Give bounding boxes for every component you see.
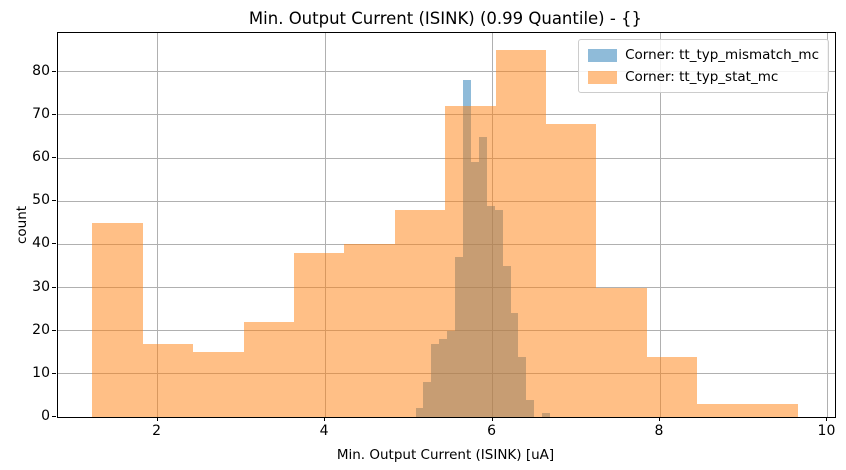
legend-swatch-orange	[588, 70, 618, 84]
y-tick-mark	[52, 416, 56, 417]
histogram-bar	[344, 244, 395, 417]
gridline-x-8	[659, 33, 661, 417]
histogram-bar	[646, 356, 698, 417]
y-tick-mark	[52, 70, 56, 72]
histogram-bar	[445, 106, 496, 417]
gridline-x-10	[826, 33, 828, 417]
x-tick-label: 10	[817, 423, 836, 439]
legend-label: Corner: tt_typ_stat_mc	[625, 69, 779, 85]
y-tick-mark	[52, 329, 56, 331]
legend-entry-stat: Corner: tt_typ_stat_mc	[588, 69, 819, 85]
y-tick-label: 30	[32, 278, 50, 295]
histogram-bar	[596, 287, 647, 417]
histogram-bar	[747, 404, 798, 417]
x-tick-mark	[659, 417, 660, 421]
histogram-bar	[193, 352, 244, 417]
y-tick-label: 50	[32, 192, 50, 209]
x-tick-label: 4	[319, 423, 329, 439]
y-tick-mark	[52, 286, 56, 288]
legend-swatch-blue	[588, 48, 618, 62]
y-axis-label: count	[14, 205, 30, 245]
y-tick-label: 20	[32, 321, 50, 338]
y-tick-label: 0	[41, 408, 50, 424]
y-tick-label: 80	[32, 62, 50, 79]
legend-label: Corner: tt_typ_mismatch_mc	[625, 47, 819, 63]
chart-title: Min. Output Current (ISINK) (0.99 Quanti…	[248, 9, 643, 28]
gridline-y-80	[58, 71, 835, 73]
x-tick-label: 8	[654, 423, 664, 439]
x-tick-mark	[156, 417, 158, 421]
histogram-bar	[142, 343, 194, 417]
y-tick-label: 10	[32, 364, 50, 381]
y-tick-mark	[52, 113, 56, 115]
histogram-bar	[92, 222, 143, 417]
gridline-x-2	[157, 33, 159, 417]
y-tick-mark	[52, 157, 56, 159]
y-tick-label: 70	[32, 105, 50, 122]
legend: Corner: tt_typ_mismatch_mc Corner: tt_ty…	[578, 39, 829, 93]
x-tick-mark	[826, 417, 828, 421]
y-tick-mark	[52, 243, 56, 245]
x-tick-mark	[491, 417, 493, 421]
histogram-bar	[243, 322, 294, 417]
x-tick-label: 6	[487, 423, 497, 439]
histogram-bar	[495, 50, 546, 417]
y-tick-mark	[52, 372, 56, 374]
histogram-bar	[697, 404, 748, 417]
histogram-bar	[293, 253, 345, 417]
histogram-bar	[545, 123, 597, 417]
plot-area: Corner: tt_typ_mismatch_mc Corner: tt_ty…	[57, 32, 836, 418]
histogram-bar	[394, 209, 446, 417]
x-tick-mark	[324, 417, 326, 421]
y-tick-mark	[52, 200, 56, 202]
x-axis-label: Min. Output Current (ISINK) [uA]	[336, 447, 555, 463]
gridline-x-4	[324, 33, 326, 417]
y-tick-label: 60	[32, 149, 50, 166]
x-tick-label: 2	[152, 423, 162, 439]
legend-entry-mismatch: Corner: tt_typ_mismatch_mc	[588, 47, 819, 63]
y-tick-label: 40	[32, 235, 50, 252]
